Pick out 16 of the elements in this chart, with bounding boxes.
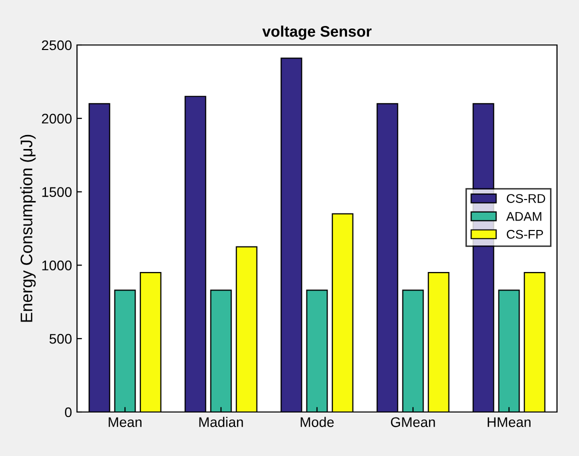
x-tick-label: HMean [488, 417, 530, 428]
y-tick-label: 2500 [42, 40, 72, 50]
chart-title: voltage Sensor [262, 26, 372, 40]
y-tick-label: 2000 [42, 114, 72, 124]
legend-label: CS-FP [506, 230, 544, 239]
x-tick-label: GMean [390, 417, 435, 428]
y-tick-label: 1500 [42, 187, 72, 197]
x-tick-label: Mode [300, 416, 334, 428]
legend-label: CS-RD [506, 194, 546, 203]
y-tick-label: 500 [50, 334, 72, 344]
legend-label: ADAM [506, 212, 542, 221]
x-tick-label: Madian [199, 416, 243, 428]
x-tick-label: Mean [108, 417, 142, 428]
y-tick-label: 0 [64, 407, 72, 418]
y-tick-label: 1000 [42, 260, 72, 270]
y-axis-title: Energy Consumption (μJ) [20, 134, 36, 322]
